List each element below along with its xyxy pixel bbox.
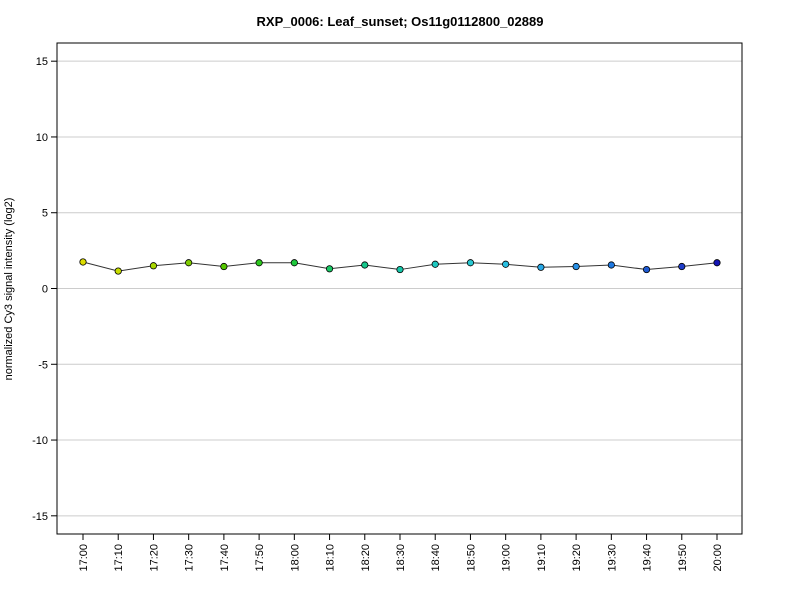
x-tick-label: 17:50 [254, 544, 266, 572]
x-tick-label: 18:00 [289, 544, 301, 572]
y-tick-label: -15 [32, 511, 48, 523]
x-tick-label: 18:10 [325, 544, 337, 572]
x-tick-label: 18:50 [465, 544, 477, 572]
data-point [114, 267, 122, 275]
x-tick-label: 19:40 [642, 544, 654, 572]
data-point [431, 260, 439, 268]
data-point [290, 259, 298, 267]
x-tick-label: 19:50 [677, 544, 689, 572]
y-tick-label: -10 [32, 435, 48, 447]
data-point [396, 265, 404, 274]
x-tick-label: 19:30 [606, 544, 618, 572]
x-axis-ticks: 17:00 17:10 17:20 17:30 17:40 17:50 18:00 18:10… [78, 534, 724, 572]
grid-lines [57, 60, 742, 517]
x-tick-label: 19:20 [571, 544, 583, 572]
x-tick-label: 17:30 [184, 544, 196, 572]
data-point [325, 265, 334, 273]
x-tick-label: 20:00 [712, 544, 724, 572]
y-axis-label: normalized Cy3 signal intensity (log2) [3, 198, 15, 381]
data-point [537, 263, 545, 271]
x-tick-label: 18:20 [360, 544, 372, 572]
y-axis-ticks: -15 -10 -5 0 5 10 15 [32, 56, 57, 523]
data-point [185, 259, 193, 267]
data-point [642, 265, 651, 274]
x-tick-label: 19:10 [536, 544, 548, 572]
data-point [607, 261, 615, 269]
x-tick-label: 17:10 [113, 544, 125, 572]
data-points [79, 258, 721, 275]
y-tick-label: 5 [42, 208, 48, 220]
data-point [255, 259, 263, 267]
data-point [502, 260, 510, 268]
data-point [149, 262, 158, 270]
y-tick-label: 0 [42, 284, 48, 296]
x-tick-label: 18:30 [395, 544, 407, 572]
data-point [466, 259, 475, 267]
data-point [713, 259, 721, 267]
x-tick-label: 18:40 [430, 544, 442, 572]
y-tick-label: -5 [38, 359, 48, 371]
x-tick-label: 17:40 [219, 544, 231, 572]
data-point [220, 262, 228, 271]
data-point [572, 262, 580, 271]
x-tick-label: 19:00 [501, 544, 513, 572]
chart-title: RXP_0006: Leaf_sunset; Os11g0112800_0288… [257, 14, 544, 29]
x-tick-label: 17:20 [148, 544, 160, 572]
y-tick-label: 10 [36, 132, 48, 144]
y-tick-label: 15 [36, 56, 48, 68]
x-tick-label: 17:00 [78, 544, 90, 572]
data-point [678, 262, 686, 271]
data-point [79, 258, 87, 266]
data-point [361, 261, 369, 269]
